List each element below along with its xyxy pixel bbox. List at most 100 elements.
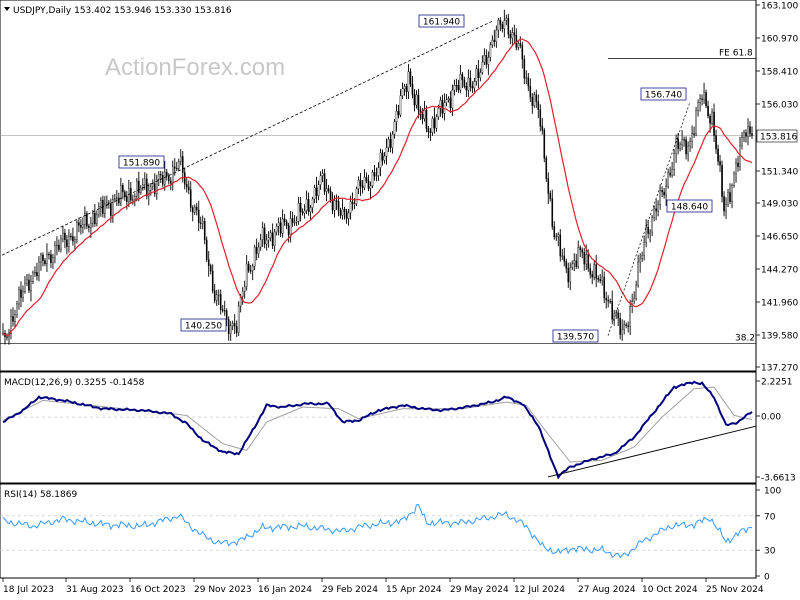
candle-body <box>529 86 532 98</box>
candle-body <box>263 227 266 245</box>
x-tick-label: 29 May 2024 <box>450 585 509 595</box>
candle-body <box>467 77 470 91</box>
candle-body <box>547 178 550 194</box>
candle-body <box>451 89 454 109</box>
price-label: 148.640 <box>671 203 708 213</box>
candle-body <box>635 285 637 299</box>
x-tick-label: 27 Aug 2024 <box>578 585 636 595</box>
candle-body <box>151 183 154 187</box>
candle-body <box>339 210 342 216</box>
candle-body <box>291 218 294 223</box>
price-label: 161.940 <box>423 18 460 28</box>
candle-body <box>601 276 603 281</box>
candle-body <box>475 68 478 82</box>
candle-body <box>319 175 322 185</box>
candle-body <box>317 184 320 196</box>
candle-body <box>665 186 667 196</box>
macd-trendline <box>547 425 757 478</box>
candle-body <box>689 141 691 147</box>
x-tick-label: 15 Apr 2024 <box>386 585 442 595</box>
rsi-tick-label: 0 <box>764 573 770 583</box>
candle-body <box>331 199 334 211</box>
candle-body <box>62 232 64 240</box>
candle-body <box>557 234 560 237</box>
candle-body <box>227 319 230 334</box>
candle-body <box>255 247 258 254</box>
candle-body <box>203 221 206 241</box>
candle-body <box>193 206 196 213</box>
candle-body <box>623 324 625 331</box>
y-tick-label: 149.030 <box>761 200 798 210</box>
candle-body <box>733 173 735 186</box>
candle-body <box>163 171 166 185</box>
candle-body <box>421 113 424 119</box>
candle-body <box>211 271 214 292</box>
candle-body <box>693 133 695 135</box>
candle-body <box>377 167 380 176</box>
candle-body <box>385 147 388 157</box>
candle-body <box>627 325 629 327</box>
candle-body <box>401 88 404 96</box>
candle-body <box>411 83 414 95</box>
candle-body <box>571 263 574 268</box>
candle-body <box>397 111 400 116</box>
candle-body <box>735 162 737 175</box>
candle-body <box>311 198 314 208</box>
candle-body <box>591 274 594 278</box>
candle-body <box>605 297 607 301</box>
candle-body <box>24 282 26 292</box>
candle-body <box>46 253 48 265</box>
main-panel-frame <box>0 0 757 372</box>
candle-body <box>140 187 142 193</box>
y-tick-label: 160.970 <box>761 35 798 45</box>
collapse-triangle-icon[interactable] <box>4 7 10 11</box>
candle-body <box>441 99 444 114</box>
candle-body <box>18 289 20 305</box>
candle-body <box>335 200 338 202</box>
candle-body <box>243 286 246 292</box>
candle-body <box>503 20 506 30</box>
candle-body <box>645 227 647 243</box>
candle-body <box>221 309 224 311</box>
candle-body <box>197 209 200 224</box>
candle-body <box>28 279 30 291</box>
candle-body <box>297 202 300 222</box>
candle-body <box>485 55 488 65</box>
candle-body <box>551 198 554 227</box>
candle-body <box>357 179 360 190</box>
candle-body <box>647 227 649 234</box>
price-label-box <box>418 14 465 28</box>
candle-body <box>415 94 418 106</box>
candle-body <box>497 19 500 31</box>
candle-body <box>183 172 186 185</box>
candle-body <box>479 72 482 78</box>
candle-body <box>44 260 46 265</box>
candle-body <box>10 316 12 334</box>
candle-body <box>359 179 362 186</box>
candle-body <box>157 174 160 180</box>
candle-body <box>329 190 332 201</box>
candle-body <box>629 306 631 327</box>
candle-body <box>481 61 484 73</box>
candle-body <box>711 111 713 124</box>
candle-body <box>124 191 126 197</box>
candle-body <box>541 125 544 131</box>
symbol-label: USDJPY,Daily 153.402 153.946 153.330 153… <box>13 6 232 16</box>
candle-body <box>493 39 496 42</box>
candle-body <box>22 291 24 298</box>
candle-body <box>261 227 264 240</box>
candle-body <box>501 24 504 30</box>
candle-body <box>100 199 102 207</box>
rsi-tick-label: 30 <box>764 547 776 557</box>
candle-body <box>429 131 432 133</box>
candle-body <box>407 71 410 92</box>
candle-body <box>169 180 172 184</box>
candle-body <box>98 206 100 216</box>
candle-body <box>543 129 546 159</box>
candle-body <box>279 222 282 234</box>
candle-body <box>233 323 236 327</box>
candle-body <box>173 166 176 169</box>
candle-body <box>703 92 705 100</box>
candle-body <box>505 17 508 21</box>
